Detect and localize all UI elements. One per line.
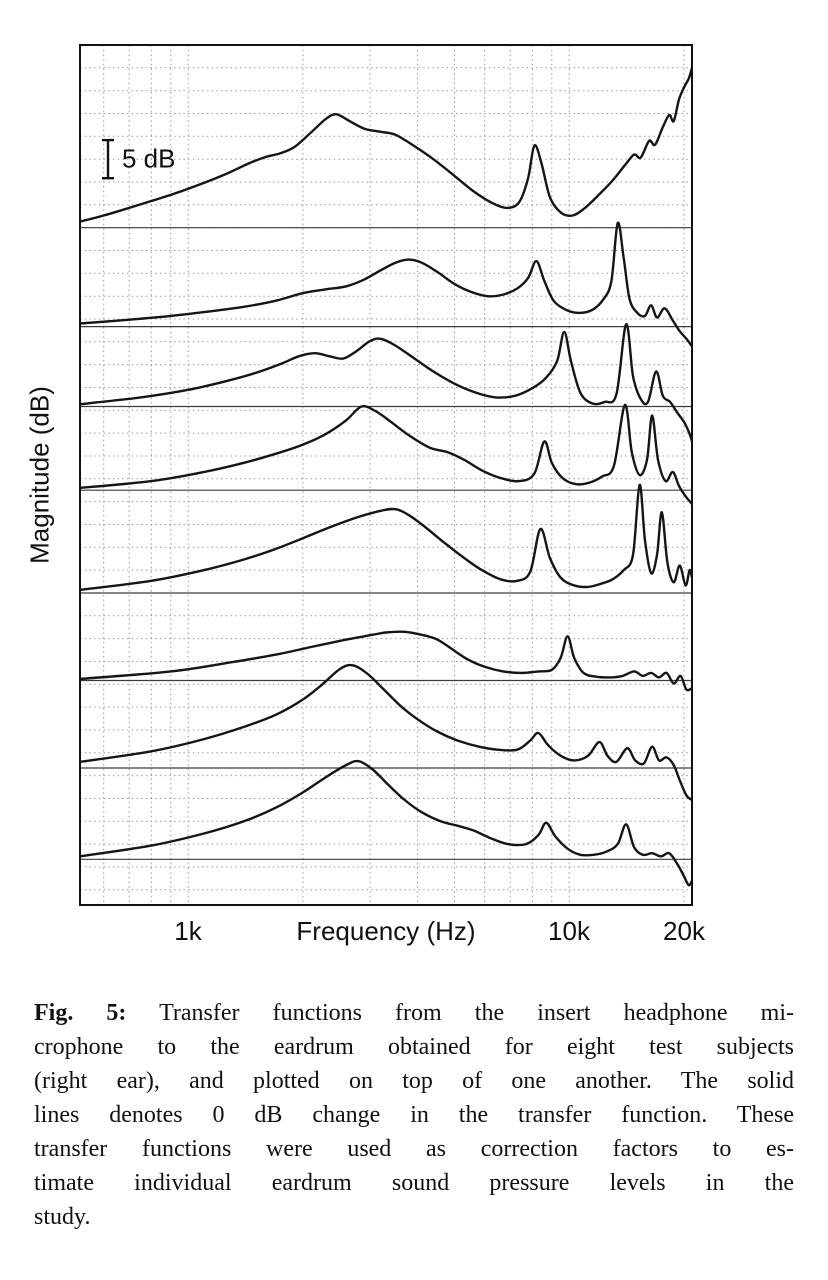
caption-line-6: timate individual eardrum sound pressure… [34, 1170, 794, 1196]
caption-line-4: lines denotes 0 dB change in the transfe… [34, 1102, 794, 1128]
caption-line-1: Fig. 5: Transfer functions from the inse… [34, 996, 794, 1030]
curve-subject-2 [80, 221, 692, 348]
x-tick-20k: 20k [663, 916, 705, 946]
caption-line-5: transfer functions were used as correcti… [34, 1136, 794, 1162]
caption-text: Transfer functions from the insert headp… [159, 1000, 794, 1026]
curve-subject-7 [80, 663, 692, 802]
caption-line-7: study. [34, 1204, 91, 1230]
curve-subject-5 [80, 483, 692, 592]
y-axis-label: Magnitude (dB) [24, 386, 55, 564]
figure-caption: Fig. 5: Transfer functions from the inse… [34, 996, 794, 1234]
transfer-function-chart [79, 44, 693, 906]
curve-subject-3 [80, 323, 692, 443]
caption-line-3: (right ear), and plotted on top of one a… [34, 1068, 794, 1094]
x-tick-1k: 1k [174, 916, 202, 946]
caption-line-2: crophone to the eardrum obtained for eig… [34, 1034, 794, 1060]
curve-subject-8 [80, 759, 692, 887]
curve-subject-6 [80, 630, 692, 692]
x-axis-label: Frequency (Hz) [296, 916, 476, 946]
figure: Magnitude (dB) 5 dB 1k 10k 20k Frequency… [24, 44, 705, 946]
caption-figure-label: Fig. 5: [34, 1000, 127, 1026]
plot-border [79, 44, 693, 906]
scale-bar-label: 5 dB [122, 143, 176, 174]
curve-subject-4 [80, 403, 692, 506]
x-tick-10k: 10k [548, 916, 590, 946]
curve-subject-1 [80, 66, 692, 223]
